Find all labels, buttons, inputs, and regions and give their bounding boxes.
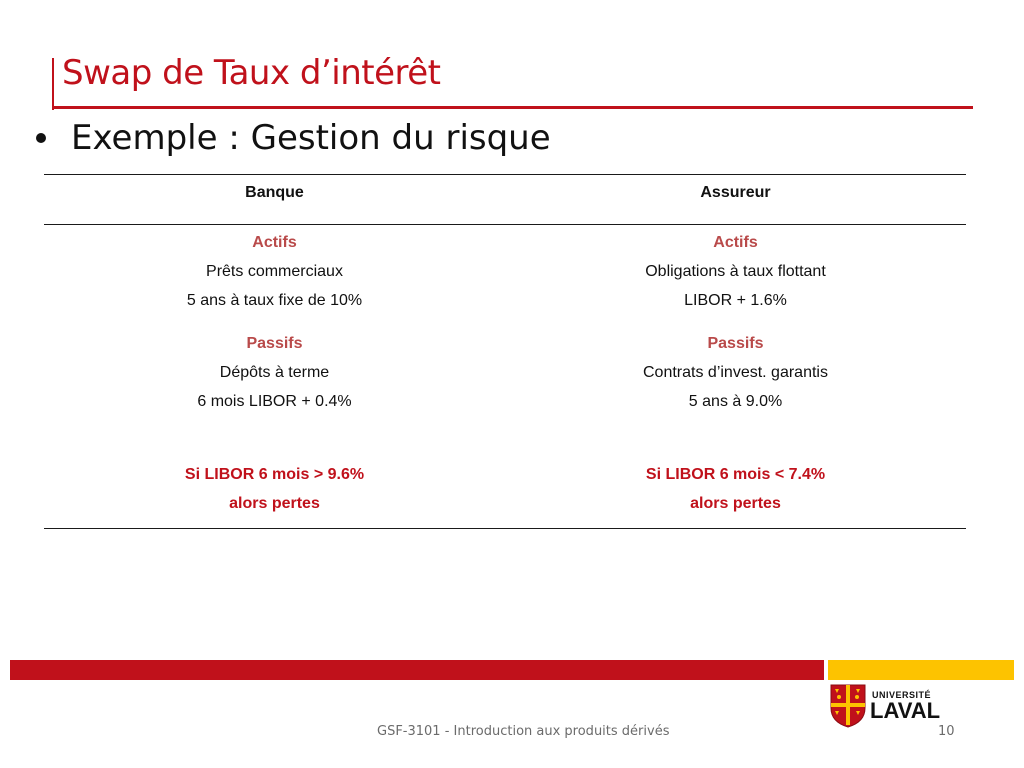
header-assureur: Assureur: [700, 184, 771, 201]
assureur-assets-label: Actifs: [713, 234, 758, 251]
footer-red-bar: [10, 660, 824, 680]
banque-risk-cell: Si LIBOR 6 mois > 9.6% alors pertes: [44, 460, 505, 518]
title-underline: [52, 106, 973, 109]
page-number: 10: [938, 724, 955, 739]
assureur-risk-cell: Si LIBOR 6 mois < 7.4% alors pertes: [505, 460, 966, 518]
slide-title: Swap de Taux d’intérêt: [62, 53, 441, 93]
assureur-assets-line2: LIBOR + 1.6%: [684, 292, 787, 309]
bullet-item: Exemple : Gestion du risque: [32, 121, 551, 155]
banque-liab-line1: Dépôts à terme: [219, 364, 330, 381]
shield-icon: [830, 684, 866, 728]
logo-line-universite: UNIVERSITÉ: [872, 690, 932, 700]
risk-table: Banque Assureur Actifs Prêts commerciaux…: [44, 174, 966, 529]
footer-gold-bar: [828, 660, 1014, 680]
banque-assets-line2: 5 ans à taux fixe de 10%: [186, 292, 363, 309]
table-row-assets: Actifs Prêts commerciaux 5 ans à taux fi…: [44, 225, 966, 315]
banque-liab-cell: Passifs Dépôts à terme 6 mois LIBOR + 0.…: [44, 329, 505, 416]
banque-liab-line2: 6 mois LIBOR + 0.4%: [197, 393, 352, 410]
table-top-rule: [44, 174, 966, 175]
assureur-liab-line2: 5 ans à 9.0%: [688, 393, 783, 410]
table-row-risk: Si LIBOR 6 mois > 9.6% alors pertes Si L…: [44, 416, 966, 528]
banque-risk-line2: alors pertes: [229, 495, 320, 512]
assureur-liab-label: Passifs: [707, 335, 764, 352]
logo-line-laval: LAVAL: [870, 698, 941, 723]
universite-laval-logo: UNIVERSITÉ LAVAL: [830, 684, 950, 732]
bullet-text: Exemple : Gestion du risque: [71, 118, 551, 158]
assureur-risk-line2: alors pertes: [690, 495, 781, 512]
banque-liab-label: Passifs: [246, 335, 303, 352]
table-row-liabilities: Passifs Dépôts à terme 6 mois LIBOR + 0.…: [44, 315, 966, 416]
footer-course-text: GSF-3101 - Introduction aux produits dér…: [377, 724, 670, 739]
assureur-liab-cell: Passifs Contrats d’invest. garantis 5 an…: [505, 329, 966, 416]
assureur-risk-line1: Si LIBOR 6 mois < 7.4%: [645, 466, 826, 483]
assureur-assets-cell: Actifs Obligations à taux flottant LIBOR…: [505, 228, 966, 315]
table-header-row: Banque Assureur: [44, 175, 966, 224]
assureur-assets-line1: Obligations à taux flottant: [645, 263, 826, 280]
banque-assets-label: Actifs: [252, 234, 297, 251]
assureur-liab-line1: Contrats d’invest. garantis: [643, 364, 828, 381]
table-header-rule: [44, 224, 966, 225]
bullet-dot-icon: [36, 133, 46, 143]
title-accent-line: [52, 58, 54, 110]
banque-assets-cell: Actifs Prêts commerciaux 5 ans à taux fi…: [44, 228, 505, 315]
table-bottom-rule: [44, 528, 966, 529]
header-banque: Banque: [245, 184, 304, 201]
banque-risk-line1: Si LIBOR 6 mois > 9.6%: [184, 466, 365, 483]
banque-assets-line1: Prêts commerciaux: [206, 263, 343, 280]
